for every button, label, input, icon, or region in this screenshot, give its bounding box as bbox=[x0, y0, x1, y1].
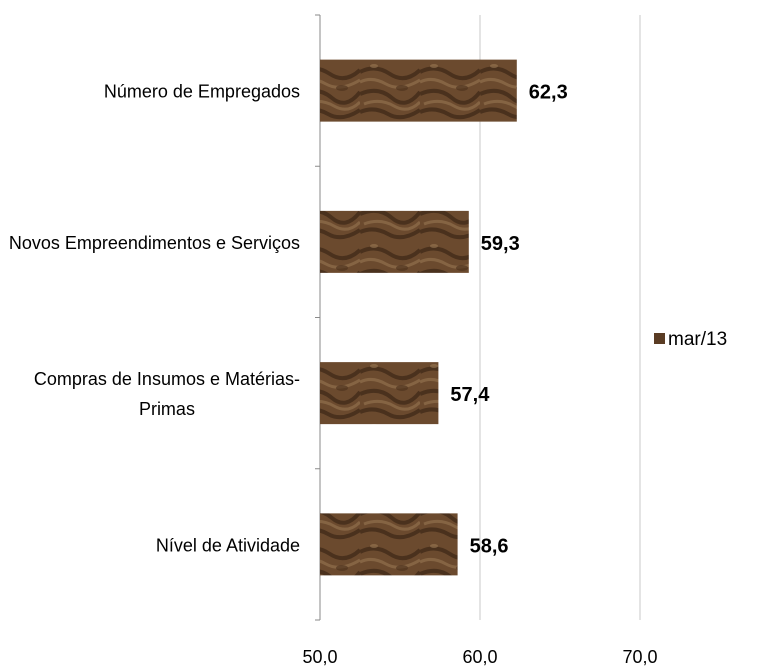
category-labels: Número de Empregados Novos Empreendimento… bbox=[9, 82, 300, 556]
category-label: Primas bbox=[139, 399, 195, 419]
legend-swatch bbox=[654, 333, 665, 344]
bar bbox=[320, 362, 439, 425]
category-label: Compras de Insumos e Matérias- bbox=[34, 369, 300, 389]
legend: mar/13 bbox=[654, 329, 727, 350]
x-tick-labels: 50,0 60,0 70,0 bbox=[302, 647, 657, 667]
category-label: Nível de Atividade bbox=[156, 535, 300, 555]
legend-label: mar/13 bbox=[668, 329, 727, 350]
y-axis bbox=[315, 14, 321, 621]
x-tick-label: 50,0 bbox=[302, 647, 337, 667]
x-tick-label: 60,0 bbox=[462, 647, 497, 667]
data-label: 57,4 bbox=[450, 384, 490, 406]
bar bbox=[320, 513, 458, 576]
bar bbox=[320, 59, 517, 122]
bars bbox=[320, 59, 517, 576]
data-label: 58,6 bbox=[470, 535, 509, 557]
value-labels: 62,3 59,3 57,4 58,6 bbox=[450, 82, 567, 558]
data-label: 62,3 bbox=[529, 82, 568, 104]
category-label: Novos Empreendimentos e Serviços bbox=[9, 233, 300, 253]
x-tick-label: 70,0 bbox=[622, 647, 657, 667]
bar bbox=[320, 210, 469, 273]
category-label: Número de Empregados bbox=[104, 82, 300, 102]
data-label: 59,3 bbox=[481, 233, 520, 255]
